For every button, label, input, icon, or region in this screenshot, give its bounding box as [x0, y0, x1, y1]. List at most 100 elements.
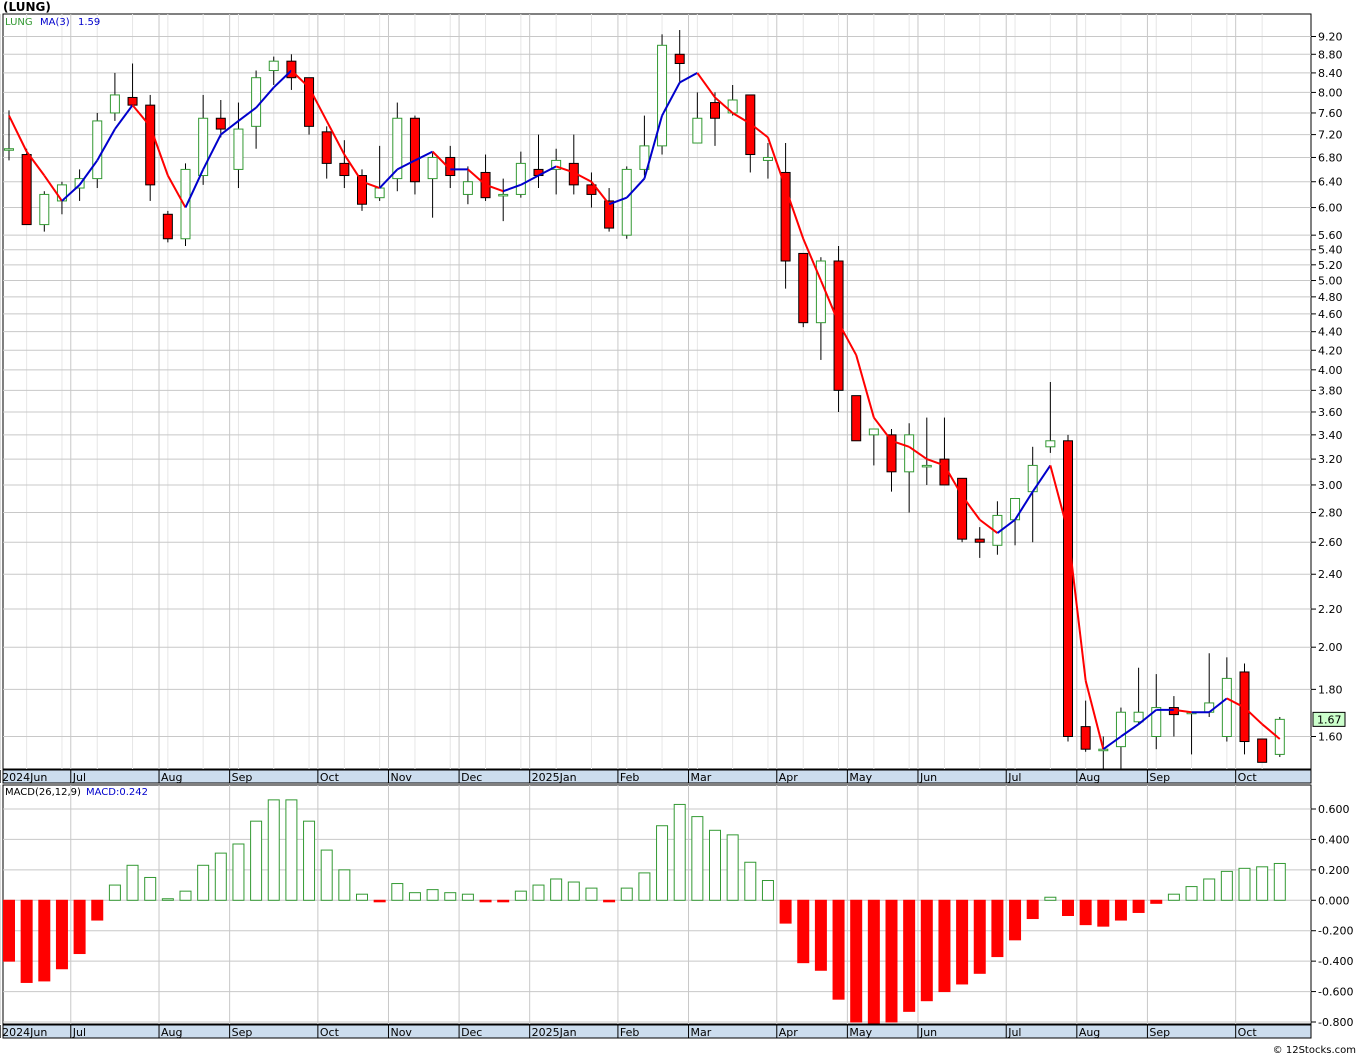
- x-tick-label: Oct: [320, 1026, 340, 1039]
- macd-bar: [338, 869, 351, 901]
- ma-segment: [78, 159, 99, 186]
- macd-bar: [709, 829, 721, 901]
- macd-bar: [1114, 899, 1127, 921]
- price-y-tick-label: 1.60: [1318, 731, 1343, 744]
- ma-segment: [784, 187, 805, 240]
- macd-bar: [1009, 899, 1022, 941]
- ma-segment: [696, 72, 716, 99]
- ma-segment: [361, 180, 380, 189]
- candle-body: [621, 168, 632, 236]
- price-y-tick-label: 4.60: [1318, 308, 1343, 321]
- macd-bar: [250, 820, 263, 901]
- x-tick-label: Dec: [461, 1026, 482, 1039]
- macd-y-tick-label: 0.200: [1318, 864, 1350, 877]
- price-y-tick-label: 2.60: [1318, 536, 1343, 549]
- price-y-tick-label: 5.40: [1318, 244, 1343, 257]
- ma-segment: [202, 134, 222, 170]
- ma-segment: [25, 151, 46, 177]
- price-y-tick-label: 2.80: [1318, 507, 1343, 520]
- macd-y-tick-label: -0.600: [1318, 986, 1353, 999]
- macd-bar: [1044, 896, 1057, 901]
- macd-y-tick-label: 0.000: [1318, 894, 1350, 907]
- macd-bar: [991, 899, 1004, 958]
- x-tick-label: Aug: [161, 1026, 182, 1039]
- macd-bar: [320, 849, 333, 901]
- macd-bar: [1238, 867, 1251, 901]
- ma-segment: [979, 518, 999, 534]
- candle-body: [851, 395, 862, 442]
- candle-body: [321, 131, 332, 164]
- macd-bar: [144, 876, 157, 901]
- macd-bar: [108, 884, 121, 901]
- ma-segment: [679, 72, 698, 84]
- x-tick-label: Sep: [232, 1026, 253, 1039]
- macd-plot-area: [2, 784, 1312, 1025]
- macd-bar: [161, 898, 174, 901]
- ma-segment: [378, 168, 399, 189]
- macd-bar: [691, 816, 704, 901]
- candle-body: [498, 193, 509, 197]
- price-y-tick-label: 8.40: [1318, 67, 1343, 80]
- price-y-tick-label: 5.60: [1318, 229, 1343, 242]
- ma-segment: [1208, 697, 1228, 714]
- candle-body: [974, 538, 985, 543]
- ma-segment: [1102, 735, 1122, 751]
- ma-segment: [273, 69, 293, 89]
- macd-bar: [126, 864, 139, 901]
- candle-body: [1133, 711, 1144, 723]
- macd-bar: [3, 899, 15, 962]
- ma-segment: [255, 86, 275, 109]
- macd-bar: [1203, 878, 1216, 901]
- macd-y-tick-label: 0.400: [1318, 833, 1350, 846]
- price-plot-area: [2, 13, 1312, 770]
- candle-body: [710, 102, 720, 119]
- x-tick-label: 2025Jan: [532, 1026, 577, 1039]
- candle-body: [233, 128, 244, 170]
- candle-body: [886, 434, 897, 473]
- ma-segment: [61, 184, 81, 202]
- macd-bar: [1132, 899, 1145, 913]
- x-tick-label: Mar: [691, 771, 712, 784]
- candle-body: [1098, 748, 1109, 752]
- legend-ma-value: 1.59: [78, 17, 100, 28]
- candle-body: [21, 154, 32, 226]
- candle-body: [815, 260, 826, 324]
- candle-body: [1063, 440, 1073, 737]
- ma-segment: [520, 174, 539, 186]
- legend-macd-value: MACD:0.242: [86, 787, 148, 798]
- candle-body: [251, 77, 262, 127]
- candle-body: [409, 117, 420, 183]
- ma-segment: [308, 86, 328, 122]
- price-panel: 1.60 1.80 2.00 2.20 2.40 2.60 2.80 3.00 3.20 3.40…: [0, 13, 1346, 784]
- macd-bar: [1220, 870, 1233, 901]
- candle-body: [374, 187, 385, 199]
- price-y-tick-label: 3.80: [1318, 384, 1343, 397]
- macd-bar: [567, 881, 580, 901]
- x-tick-label: Jul: [72, 771, 86, 784]
- macd-bar: [656, 825, 669, 901]
- x-axis-band: [2, 769, 1312, 784]
- x-tick-label: 2024Jun: [2, 1026, 47, 1039]
- macd-bar: [444, 892, 457, 901]
- macd-bar: [956, 899, 969, 985]
- macd-bar: [1185, 886, 1198, 901]
- candle-body: [268, 60, 279, 72]
- candle-body: [39, 193, 50, 226]
- ma-segment: [1173, 708, 1192, 714]
- candle-body: [868, 428, 879, 436]
- ma-segment: [996, 518, 1016, 534]
- macd-bar: [761, 880, 774, 901]
- macd-bar: [1097, 899, 1110, 927]
- candle-body: [586, 184, 597, 195]
- macd-bar: [550, 878, 563, 901]
- macd-bar: [1026, 899, 1039, 920]
- price-y-tick-label: 2.20: [1318, 603, 1343, 616]
- ma-segment: [1049, 465, 1069, 532]
- x-tick-label: Sep: [232, 771, 253, 784]
- candle-body: [1115, 711, 1126, 748]
- ma-segment: [220, 120, 240, 136]
- x-tick-label: Apr: [779, 771, 799, 784]
- macd-bar: [285, 799, 298, 901]
- macd-bar: [356, 893, 368, 901]
- candle-body: [762, 156, 773, 161]
